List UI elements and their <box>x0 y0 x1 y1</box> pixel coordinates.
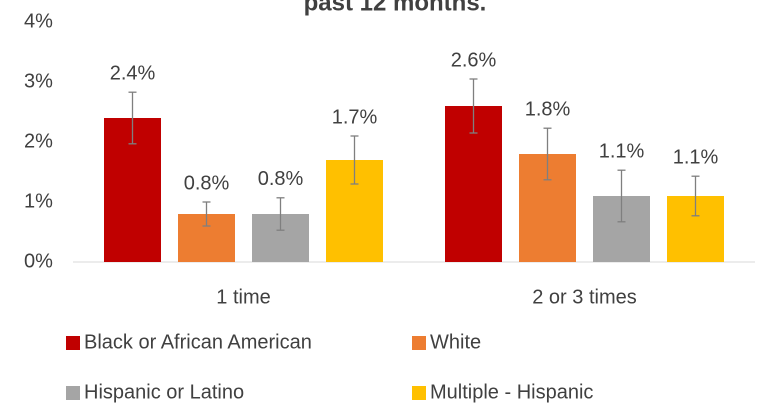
data-label: 1.8% <box>525 98 571 120</box>
data-label: 2.4% <box>110 62 156 84</box>
legend-swatch <box>66 336 80 350</box>
data-label: 1.7% <box>332 106 378 128</box>
legend-label: White <box>430 331 481 353</box>
error-bar <box>350 135 359 185</box>
legend-swatch <box>66 386 80 400</box>
error-bar <box>617 169 626 223</box>
x-tick-label: 2 or 3 times <box>532 286 636 308</box>
legend-label: Multiple - Hispanic <box>430 381 593 403</box>
legend-label: Hispanic or Latino <box>84 381 244 403</box>
legend-label: Black or African American <box>84 331 312 353</box>
error-bar <box>691 175 700 217</box>
data-label: 2.6% <box>451 49 497 71</box>
error-bar <box>128 91 137 145</box>
data-label: 0.8% <box>258 168 304 190</box>
legend-swatch <box>412 336 426 350</box>
data-label: 0.8% <box>184 172 230 194</box>
y-tick-label: 2% <box>24 130 53 152</box>
y-tick-label: 0% <box>24 250 53 272</box>
error-bar <box>543 127 552 181</box>
x-tick-label: 1 time <box>216 286 270 308</box>
y-tick-label: 4% <box>24 10 53 32</box>
error-bar <box>276 197 285 231</box>
data-label: 1.1% <box>599 140 645 162</box>
legend-swatch <box>412 386 426 400</box>
error-bar <box>469 78 478 134</box>
chart-title: past 12 months. <box>304 0 487 16</box>
data-label: 1.1% <box>673 146 719 168</box>
y-tick-label: 3% <box>24 70 53 92</box>
y-tick-label: 1% <box>24 190 53 212</box>
error-bar <box>202 201 211 227</box>
